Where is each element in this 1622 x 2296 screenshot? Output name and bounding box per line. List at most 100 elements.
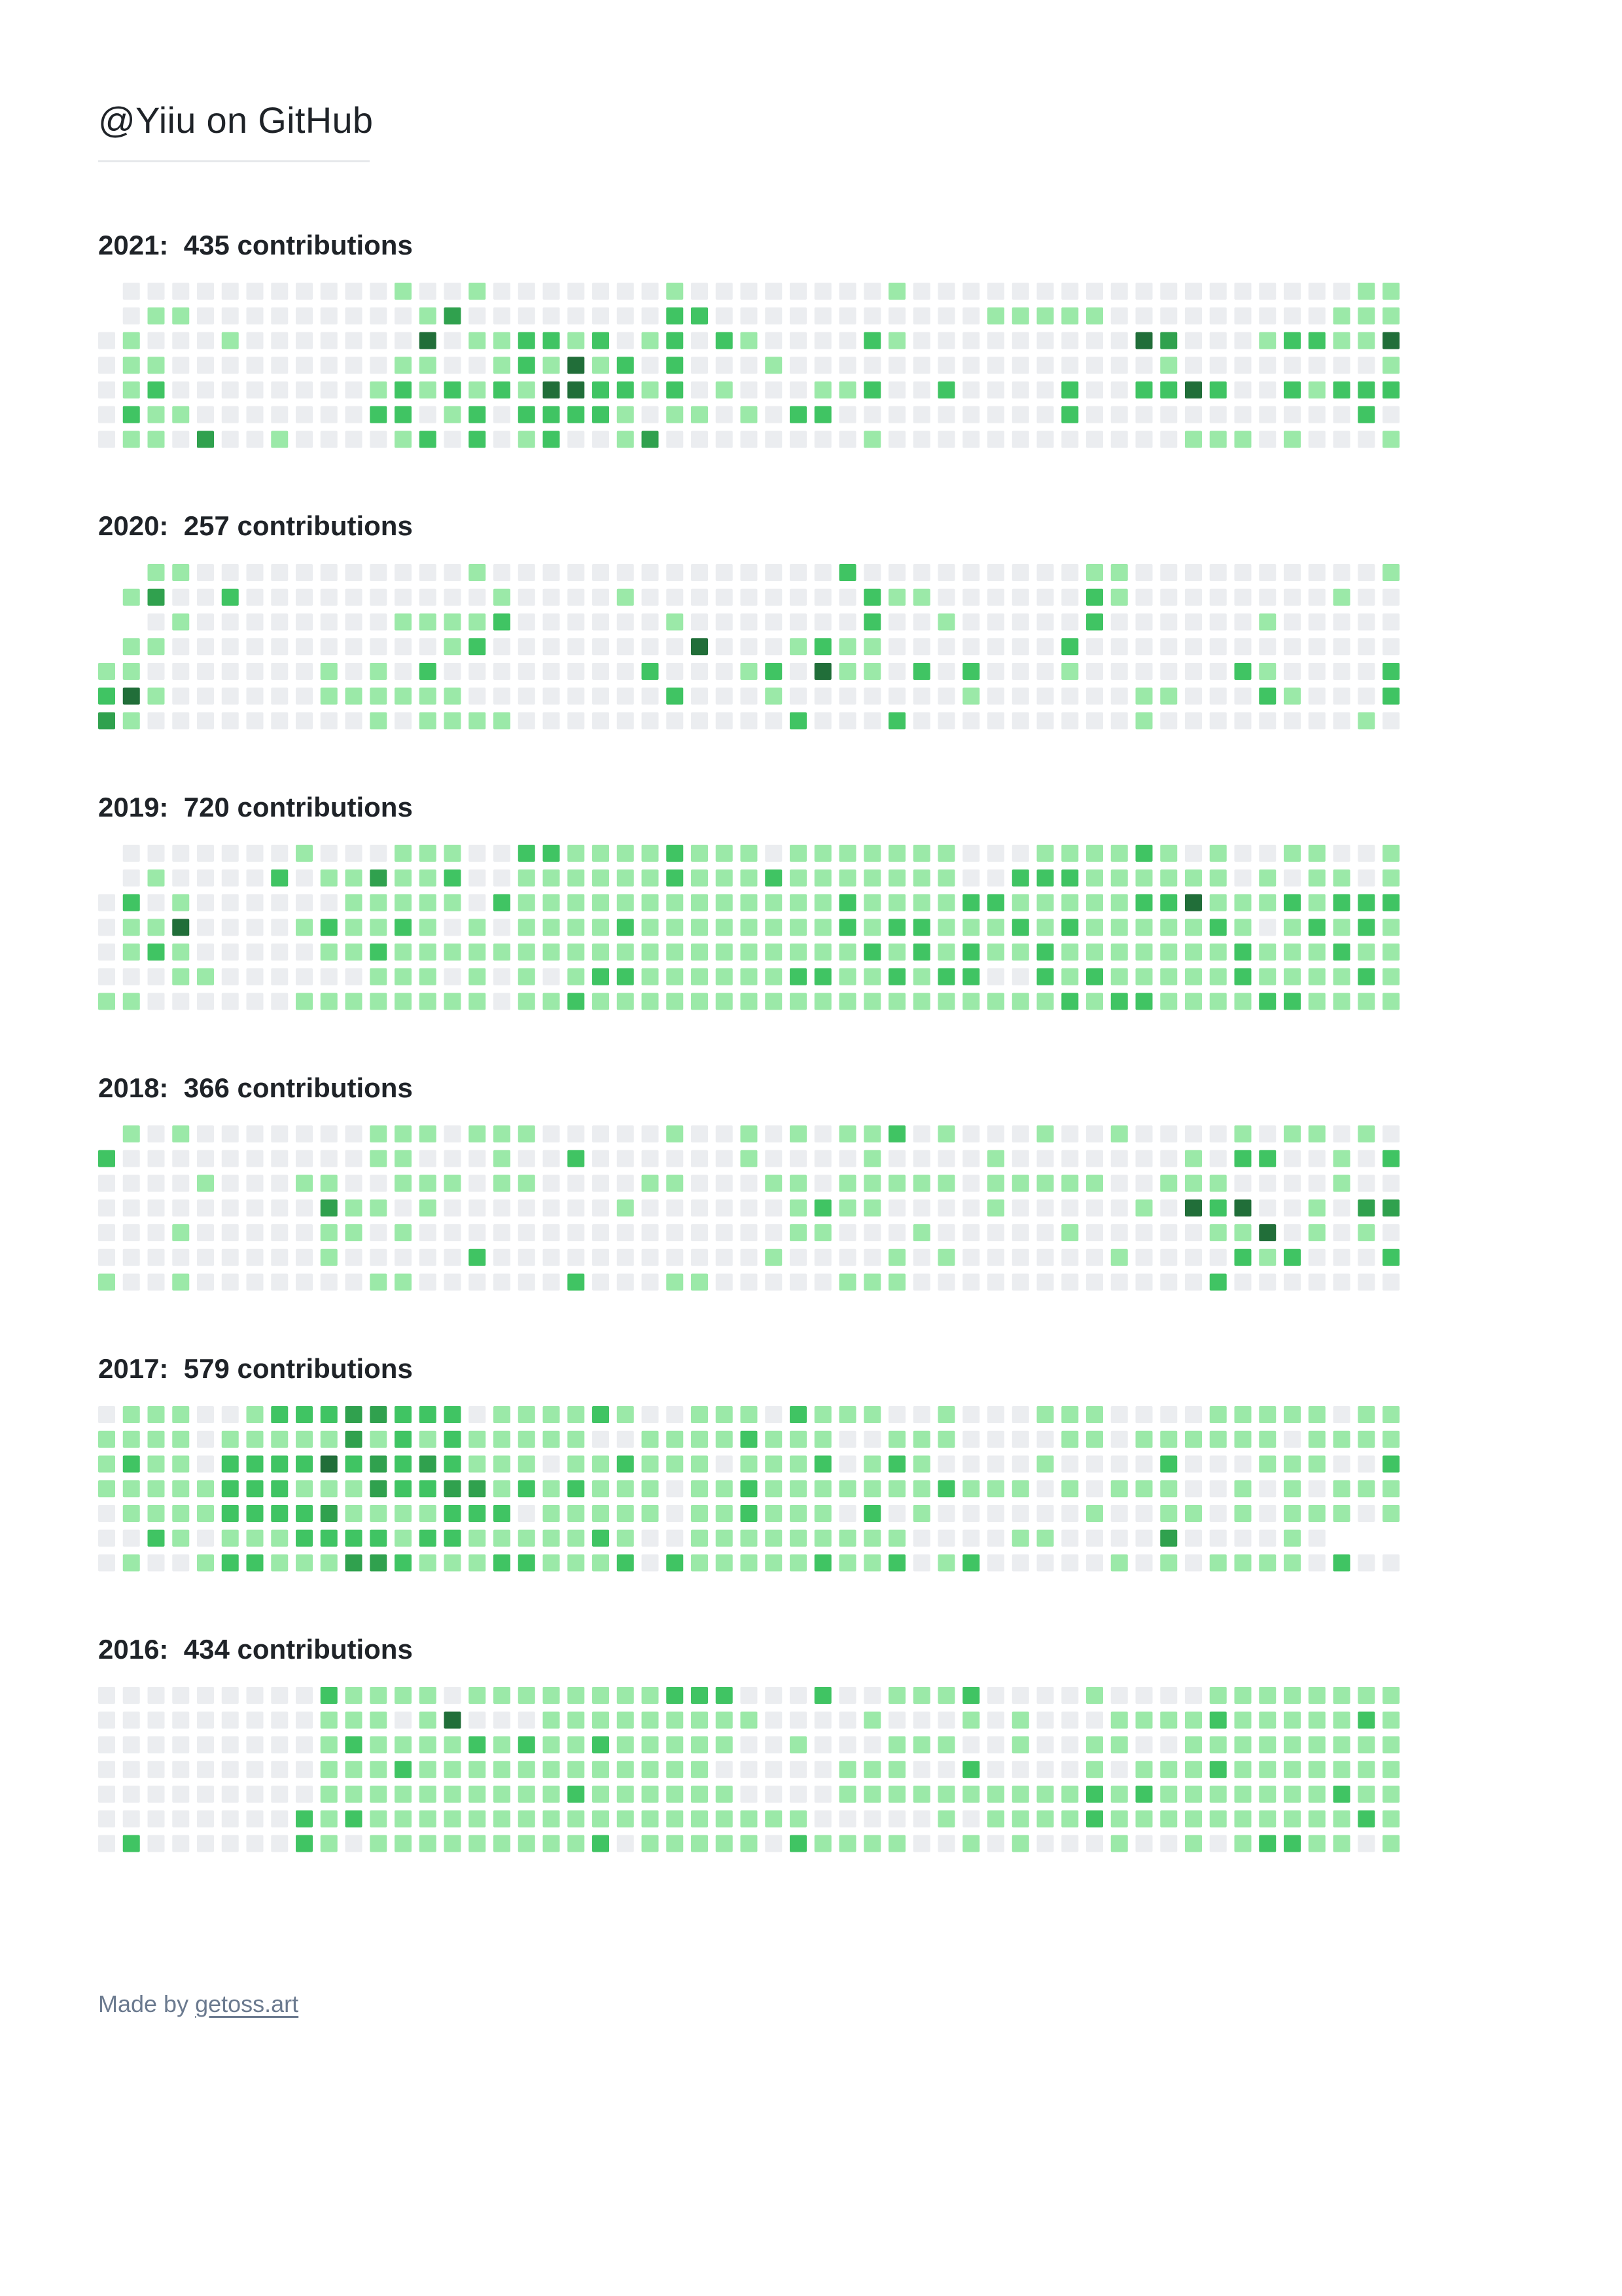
contribution-cell[interactable] (1036, 687, 1054, 705)
contribution-cell[interactable] (864, 1430, 881, 1448)
contribution-cell[interactable] (468, 968, 486, 985)
contribution-cell[interactable] (790, 357, 807, 374)
contribution-cell[interactable] (616, 1480, 634, 1498)
contribution-cell[interactable] (987, 588, 1004, 606)
contribution-cell[interactable] (271, 357, 289, 374)
contribution-cell[interactable] (468, 662, 486, 680)
contribution-cell[interactable] (1086, 1273, 1103, 1291)
contribution-cell[interactable] (147, 943, 165, 961)
contribution-cell[interactable] (740, 406, 758, 424)
contribution-cell[interactable] (1061, 1480, 1079, 1498)
contribution-cell[interactable] (839, 1174, 856, 1192)
contribution-cell[interactable] (765, 283, 783, 300)
contribution-cell[interactable] (320, 1529, 338, 1547)
contribution-cell[interactable] (419, 1150, 436, 1167)
contribution-cell[interactable] (493, 968, 510, 985)
contribution-cell[interactable] (740, 563, 758, 581)
contribution-cell[interactable] (444, 1480, 461, 1498)
contribution-cell[interactable] (1110, 943, 1128, 961)
contribution-cell[interactable] (616, 381, 634, 399)
contribution-cell[interactable] (790, 1480, 807, 1498)
contribution-cell[interactable] (518, 406, 535, 424)
contribution-cell[interactable] (1333, 1125, 1350, 1142)
contribution-cell[interactable] (370, 1687, 387, 1704)
contribution-cell[interactable] (1308, 1761, 1326, 1778)
contribution-cell[interactable] (542, 1505, 560, 1523)
contribution-cell[interactable] (1284, 1406, 1301, 1424)
contribution-cell[interactable] (1160, 637, 1178, 655)
contribution-cell[interactable] (889, 1505, 906, 1523)
contribution-cell[interactable] (938, 332, 955, 349)
contribution-cell[interactable] (987, 919, 1004, 936)
contribution-cell[interactable] (1333, 687, 1350, 705)
contribution-cell[interactable] (962, 283, 980, 300)
contribution-cell[interactable] (296, 563, 313, 581)
contribution-cell[interactable] (395, 332, 412, 349)
contribution-cell[interactable] (1308, 1554, 1326, 1572)
contribution-cell[interactable] (246, 613, 264, 631)
contribution-cell[interactable] (395, 381, 412, 399)
contribution-cell[interactable] (962, 1529, 980, 1547)
contribution-cell[interactable] (271, 381, 289, 399)
contribution-cell[interactable] (271, 1406, 289, 1424)
contribution-cell[interactable] (839, 357, 856, 374)
contribution-cell[interactable] (221, 1224, 239, 1241)
contribution-cell[interactable] (320, 1273, 338, 1291)
contribution-cell[interactable] (691, 1529, 708, 1547)
contribution-cell[interactable] (691, 1761, 708, 1778)
contribution-cell[interactable] (395, 1505, 412, 1523)
contribution-cell[interactable] (641, 613, 659, 631)
contribution-cell[interactable] (616, 332, 634, 349)
contribution-cell[interactable] (468, 1712, 486, 1729)
contribution-cell[interactable] (1209, 357, 1227, 374)
contribution-cell[interactable] (592, 406, 609, 424)
contribution-cell[interactable] (518, 968, 535, 985)
contribution-cell[interactable] (1259, 662, 1277, 680)
contribution-cell[interactable] (1333, 283, 1350, 300)
contribution-cell[interactable] (1185, 431, 1202, 448)
contribution-cell[interactable] (468, 283, 486, 300)
contribution-cell[interactable] (913, 1736, 930, 1754)
contribution-cell[interactable] (962, 712, 980, 730)
contribution-cell[interactable] (542, 332, 560, 349)
contribution-cell[interactable] (1259, 844, 1277, 862)
contribution-cell[interactable] (1036, 1761, 1054, 1778)
contribution-cell[interactable] (1333, 968, 1350, 985)
contribution-cell[interactable] (518, 993, 535, 1010)
contribution-cell[interactable] (1012, 1174, 1029, 1192)
contribution-cell[interactable] (370, 588, 387, 606)
contribution-cell[interactable] (1086, 637, 1103, 655)
contribution-cell[interactable] (419, 993, 436, 1010)
contribution-cell[interactable] (839, 1835, 856, 1852)
contribution-cell[interactable] (641, 1406, 659, 1424)
contribution-cell[interactable] (246, 1125, 264, 1142)
contribution-cell[interactable] (1358, 563, 1375, 581)
contribution-cell[interactable] (1012, 332, 1029, 349)
contribution-cell[interactable] (1308, 1835, 1326, 1852)
contribution-cell[interactable] (567, 894, 585, 911)
contribution-cell[interactable] (1358, 1505, 1375, 1523)
contribution-cell[interactable] (172, 563, 190, 581)
contribution-cell[interactable] (938, 1761, 955, 1778)
contribution-cell[interactable] (938, 869, 955, 887)
contribution-cell[interactable] (395, 1430, 412, 1448)
contribution-cell[interactable] (641, 1125, 659, 1142)
contribution-cell[interactable] (395, 1199, 412, 1217)
contribution-cell[interactable] (122, 1150, 140, 1167)
contribution-cell[interactable] (542, 1687, 560, 1704)
contribution-cell[interactable] (370, 1273, 387, 1291)
contribution-cell[interactable] (864, 1455, 881, 1473)
contribution-cell[interactable] (987, 1480, 1004, 1498)
contribution-cell[interactable] (370, 1712, 387, 1729)
contribution-cell[interactable] (98, 1480, 115, 1498)
contribution-cell[interactable] (518, 662, 535, 680)
contribution-cell[interactable] (938, 1455, 955, 1473)
contribution-cell[interactable] (1383, 869, 1400, 887)
contribution-cell[interactable] (790, 588, 807, 606)
contribution-cell[interactable] (122, 869, 140, 887)
contribution-cell[interactable] (839, 613, 856, 631)
contribution-cell[interactable] (1383, 919, 1400, 936)
contribution-cell[interactable] (864, 1554, 881, 1572)
contribution-cell[interactable] (839, 687, 856, 705)
contribution-cell[interactable] (221, 1248, 239, 1266)
